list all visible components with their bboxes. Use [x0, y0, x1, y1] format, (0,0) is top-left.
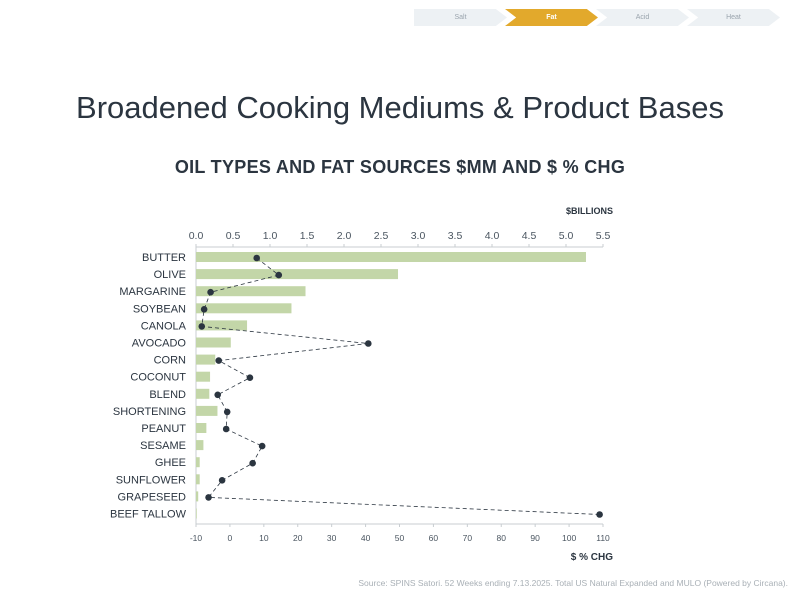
bottom-tick-label: 40 [361, 533, 371, 543]
top-tick-label: 0.0 [189, 230, 204, 242]
top-tick-label: 0.5 [226, 230, 241, 242]
top-tick-label: 3.0 [411, 230, 426, 242]
category-label: MARGARINE [119, 286, 186, 298]
top-tick-label: 5.0 [559, 230, 574, 242]
pct-change-point [246, 374, 254, 382]
pct-change-point [249, 459, 256, 467]
category-label: COCONUT [130, 372, 186, 384]
bar [196, 491, 199, 502]
pct-change-point [218, 477, 226, 484]
bottom-tick-label: 100 [562, 533, 576, 543]
bar [196, 269, 399, 280]
pct-change-point [253, 254, 261, 262]
bottom-tick-label: 110 [596, 533, 610, 543]
bar [196, 423, 207, 433]
top-tick-label: 2.5 [374, 230, 389, 242]
pct-change-point [198, 323, 206, 330]
bottom-tick-label: 80 [497, 533, 507, 543]
category-label: CANOLA [141, 320, 187, 332]
top-tick-label: 4.0 [485, 230, 500, 242]
bottom-tick-label: 30 [327, 533, 337, 543]
pct-change-point [207, 288, 214, 296]
category-label: BLEND [149, 389, 186, 401]
top-tick-label: 1.0 [263, 230, 278, 242]
pct-change-point [596, 511, 603, 518]
category-label: SOYBEAN [133, 303, 186, 315]
pct-change-point [258, 442, 266, 450]
category-label: GRAPESEED [118, 491, 187, 503]
bottom-tick-label: 20 [293, 533, 303, 543]
pct-change-point [214, 391, 222, 399]
pct-change-point [223, 408, 231, 416]
bar [196, 286, 306, 297]
bar-axis-label: $BILLIONS [566, 206, 613, 216]
bar [196, 474, 200, 485]
top-tick-label: 1.5 [300, 230, 315, 242]
bar [196, 320, 248, 331]
page-title: Broadened Cooking Mediums & Product Base… [76, 90, 724, 125]
category-label: BUTTER [142, 252, 186, 264]
bar [196, 440, 204, 451]
pct-change-point [364, 340, 372, 347]
category-label: OLIVE [154, 269, 186, 281]
top-tick-label: 4.5 [522, 230, 537, 242]
category-label: PEANUT [141, 423, 186, 435]
category-label: SHORTENING [113, 406, 186, 418]
bar [196, 354, 216, 365]
category-label: CORN [154, 355, 186, 367]
source-note: Source: SPINS Satori. 52 Weeks ending 7.… [358, 578, 788, 588]
pct-change-line [201, 257, 600, 515]
bar [196, 371, 211, 382]
pct-change-point [215, 357, 223, 364]
bottom-tick-label: 90 [530, 533, 540, 543]
top-tick-label: 2.0 [337, 230, 352, 242]
bar [196, 508, 197, 519]
bottom-tick-label: 10 [259, 533, 269, 543]
top-tick-label: 5.5 [596, 230, 611, 242]
bar [196, 303, 292, 314]
category-label: SUNFLOWER [116, 474, 186, 486]
bar [196, 405, 218, 416]
bottom-tick-label: 70 [463, 533, 473, 543]
category-label: AVOCADO [132, 338, 187, 350]
bar [196, 457, 200, 468]
category-label: SESAME [140, 440, 186, 452]
pct-change-point [200, 306, 208, 313]
bar [196, 252, 586, 262]
line-axis-label: $ % CHG [571, 552, 613, 563]
pct-change-point [205, 494, 212, 501]
bottom-tick-label: 0 [228, 533, 233, 543]
bottom-tick-label: 50 [395, 533, 405, 543]
bottom-tick-label: -10 [190, 533, 203, 543]
bottom-tick-label: 60 [429, 533, 439, 543]
pct-change-point [222, 425, 230, 433]
step-heat[interactable]: Heat [687, 9, 780, 26]
chart-title: OIL TYPES AND FAT SOURCES $MM AND $ % CH… [174, 157, 626, 177]
progress-steps: Salt Fat Acid Heat [414, 9, 780, 26]
step-fat[interactable]: Fat [505, 9, 598, 26]
top-tick-label: 3.5 [448, 230, 463, 242]
bar [196, 388, 210, 399]
pct-change-point [275, 271, 283, 279]
category-label: GHEE [155, 457, 186, 469]
category-label: BEEF TALLOW [110, 509, 187, 521]
step-acid[interactable]: Acid [596, 9, 689, 26]
step-salt[interactable]: Salt [414, 9, 507, 26]
bar [196, 337, 231, 348]
